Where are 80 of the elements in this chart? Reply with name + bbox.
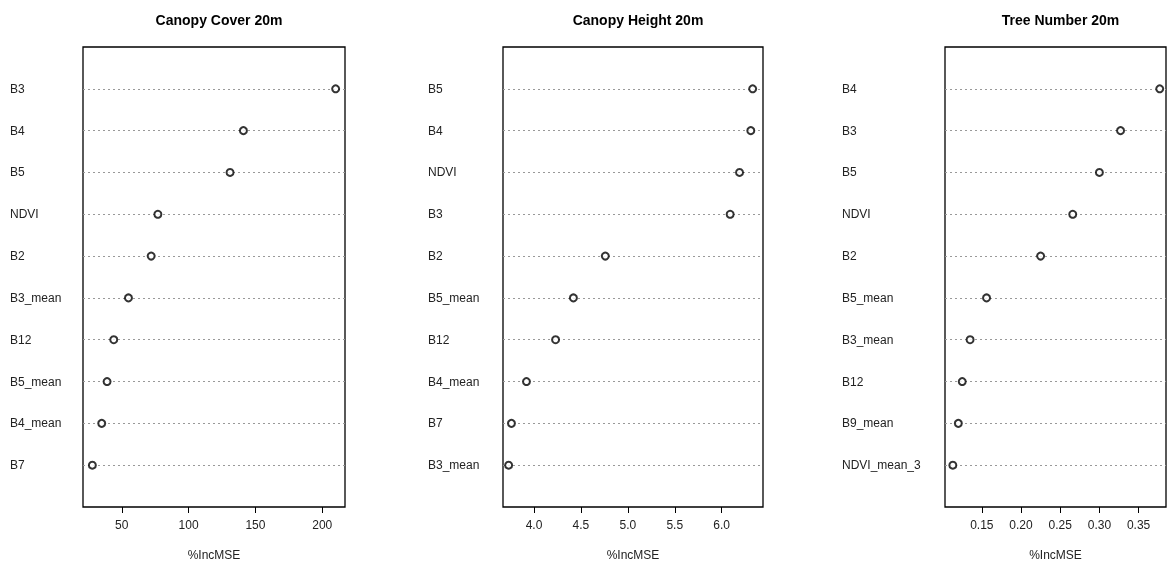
y-tick-label: NDVI [842, 207, 871, 222]
y-tick-label: B3 [10, 81, 25, 96]
y-tick-label: B4_mean [428, 374, 480, 389]
y-tick-label: B3 [428, 207, 443, 222]
chart-title: Tree Number 20m [1001, 12, 1120, 28]
point [87, 460, 97, 470]
point [225, 167, 235, 177]
x-tick-label: 0.20 [1009, 518, 1034, 532]
point [123, 293, 133, 303]
point [957, 377, 967, 387]
point [568, 293, 578, 303]
point [600, 251, 610, 261]
y-tick-label: B5 [10, 165, 25, 180]
y-tick-label: B5 [842, 165, 857, 180]
point [1036, 251, 1046, 261]
point [953, 418, 963, 428]
point [1094, 167, 1104, 177]
y-tick-label: B3_mean [842, 332, 894, 347]
y-tick-label: B12 [10, 332, 32, 347]
y-tick-label: B3_mean [428, 458, 480, 473]
y-tick-label: B2 [842, 249, 857, 264]
point [521, 377, 531, 387]
point [725, 209, 735, 219]
x-axis-title: %IncMSE [606, 548, 660, 562]
y-tick-label: B3_mean [10, 290, 62, 305]
point [97, 418, 107, 428]
point [746, 126, 756, 136]
y-tick-label: B4 [428, 123, 443, 138]
y-tick-label: B5_mean [842, 290, 894, 305]
y-tick-label: B5_mean [428, 290, 480, 305]
y-tick-label: B4 [10, 123, 25, 138]
y-tick-label: B5_mean [10, 374, 62, 389]
y-tick-label: NDVI [428, 165, 457, 180]
point [1068, 209, 1078, 219]
point [238, 126, 248, 136]
point [102, 377, 112, 387]
x-tick-label: 0.25 [1048, 518, 1073, 532]
point [965, 335, 975, 345]
x-tick-label: 200 [312, 518, 333, 532]
chart-title: Canopy Cover 20m [155, 12, 283, 28]
y-tick-label: B4_mean [10, 416, 62, 431]
x-tick-label: 5.5 [666, 518, 684, 532]
x-tick-label: 6.0 [713, 518, 731, 532]
x-tick-label: 50 [115, 518, 129, 532]
point [735, 167, 745, 177]
point [146, 251, 156, 261]
point [506, 418, 516, 428]
y-tick-label: B3 [842, 123, 857, 138]
y-tick-label: B4 [842, 81, 857, 96]
y-tick-label: B9_mean [842, 416, 894, 431]
x-tick-label: 0.30 [1087, 518, 1112, 532]
chart-title: Canopy Height 20m [572, 12, 704, 28]
x-tick-label: 4.0 [525, 518, 543, 532]
point [109, 335, 119, 345]
point [153, 209, 163, 219]
y-tick-label: B12 [428, 332, 450, 347]
x-axis-title: %IncMSE [1029, 548, 1082, 562]
x-tick-label: 0.35 [1126, 518, 1151, 532]
point [551, 335, 561, 345]
x-tick-label: 0.15 [970, 518, 994, 532]
y-tick-label: B7 [428, 416, 443, 431]
x-tick-label: 100 [178, 518, 199, 532]
point [1116, 126, 1126, 136]
x-tick-label: 4.5 [572, 518, 590, 532]
point [748, 84, 758, 94]
x-tick-label: 5.0 [619, 518, 637, 532]
y-tick-label: NDVI [10, 207, 39, 222]
y-tick-label: B2 [428, 249, 443, 264]
x-axis-title: %IncMSE [187, 548, 241, 562]
y-tick-label: B2 [10, 249, 25, 264]
y-tick-label: B12 [842, 374, 864, 389]
point [1155, 84, 1165, 94]
y-tick-label: B5 [428, 81, 443, 96]
point [982, 293, 992, 303]
x-tick-label: 150 [245, 518, 266, 532]
y-tick-label: B7 [10, 458, 25, 473]
point [948, 460, 958, 470]
y-tick-label: NDVI_mean_3 [842, 458, 922, 473]
point [331, 84, 341, 94]
point [504, 460, 514, 470]
